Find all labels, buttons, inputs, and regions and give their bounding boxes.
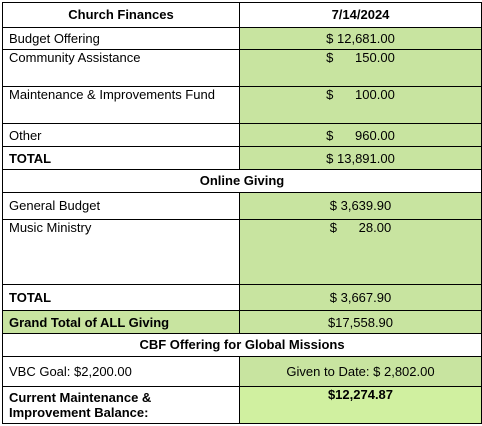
cbf-row: VBC Goal: $2,200.00 Given to Date: $ 2,8…: [2, 355, 482, 387]
row-amount: $ 3,639.90: [239, 191, 482, 220]
table-row: Budget Offering $ 12,681.00: [2, 26, 482, 51]
header-row: Church Finances 7/14/2024: [2, 2, 482, 28]
total-label: TOTAL: [2, 283, 240, 312]
online-giving-heading-row: Online Giving: [2, 169, 482, 193]
row-label: Maintenance & Improvements Fund: [2, 85, 240, 124]
row-label: Music Ministry: [2, 218, 240, 285]
row-amount: $ 960.00: [239, 122, 482, 148]
row-amount: $ 150.00: [239, 49, 482, 87]
online-total-row: TOTAL $ 3,667.90: [2, 283, 482, 312]
total-amount: $ 13,891.00: [239, 146, 482, 171]
table-row: General Budget $ 3,639.90: [2, 191, 482, 220]
row-amount: $ 100.00: [239, 85, 482, 124]
table-row: Other $ 960.00: [2, 122, 482, 148]
cbf-goal: VBC Goal: $2,200.00: [2, 355, 240, 387]
row-label: General Budget: [2, 191, 240, 220]
balance-row: Current Maintenance & Improvement Balanc…: [2, 385, 482, 425]
cbf-heading-row: CBF Offering for Global Missions: [2, 333, 482, 357]
grand-total-amount: $17,558.90: [239, 310, 482, 335]
row-label: Budget Offering: [2, 26, 240, 51]
table-row: Community Assistance $ 150.00: [2, 49, 482, 87]
cbf-heading: CBF Offering for Global Missions: [2, 333, 482, 357]
total-amount: $ 3,667.90: [239, 283, 482, 312]
total-label: TOTAL: [2, 146, 240, 171]
grand-total-label: Grand Total of ALL Giving: [2, 310, 240, 335]
online-giving-heading: Online Giving: [2, 169, 482, 193]
cbf-given: Given to Date: $ 2,802.00: [239, 355, 482, 387]
row-amount: $ 12,681.00: [239, 26, 482, 51]
grand-total-row: Grand Total of ALL Giving $17,558.90: [2, 310, 482, 335]
row-label: Other: [2, 122, 240, 148]
table-title: Church Finances: [2, 2, 240, 28]
offerings-total-row: TOTAL $ 13,891.00: [2, 146, 482, 171]
table-row: Maintenance & Improvements Fund $ 100.00: [2, 85, 482, 124]
table-row: Music Ministry $ 28.00: [2, 218, 482, 285]
balance-amount: $12,274.87: [239, 385, 482, 425]
row-amount: $ 28.00: [239, 218, 482, 285]
row-label: Community Assistance: [2, 49, 240, 87]
report-date: 7/14/2024: [239, 2, 482, 28]
balance-label: Current Maintenance & Improvement Balanc…: [2, 385, 240, 425]
